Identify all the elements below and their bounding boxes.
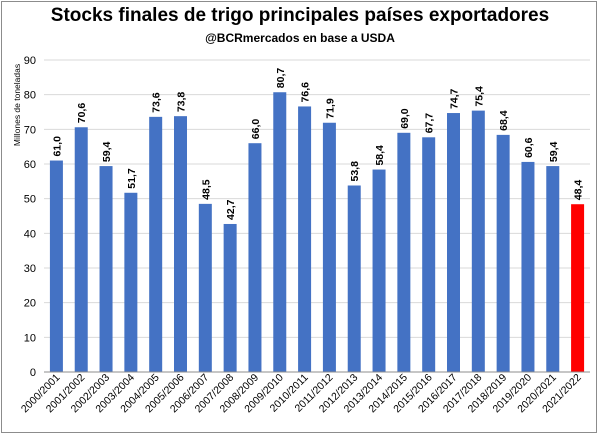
data-label: 68,4	[498, 110, 510, 131]
bar	[198, 203, 212, 372]
y-tick-label: 40	[24, 228, 36, 240]
data-label: 70,6	[76, 103, 88, 124]
data-label: 80,7	[275, 68, 287, 89]
data-label: 71,9	[324, 98, 336, 119]
data-label: 76,6	[300, 82, 312, 103]
bar	[322, 122, 336, 372]
y-tick-label: 0	[30, 367, 36, 379]
bar	[422, 137, 436, 372]
y-tick-label: 20	[24, 298, 36, 310]
data-label: 48,4	[573, 180, 585, 201]
data-label: 48,5	[200, 179, 212, 200]
data-label: 42,7	[225, 199, 237, 220]
data-label: 60,6	[523, 137, 535, 158]
bar	[124, 192, 138, 372]
x-axis: 2000/20012001/20022002/20032003/20042004…	[19, 371, 590, 415]
y-tick-label: 50	[24, 194, 36, 206]
data-label: 69,0	[399, 108, 411, 129]
data-label: 75,4	[473, 86, 485, 107]
data-label: 73,6	[151, 92, 163, 113]
y-tick-label: 30	[24, 263, 36, 275]
bar	[471, 110, 485, 372]
y-tick-label: 10	[24, 332, 36, 344]
bar	[99, 166, 113, 372]
bar	[496, 134, 510, 372]
data-label: 58,4	[374, 145, 386, 166]
data-label: 53,8	[349, 161, 361, 182]
data-label: 74,7	[449, 88, 461, 109]
data-label: 51,7	[126, 168, 138, 189]
bar	[397, 132, 411, 372]
bar	[546, 166, 560, 372]
data-label: 59,4	[548, 141, 560, 162]
bar	[521, 161, 535, 372]
bar	[248, 143, 262, 372]
y-tick-label: 70	[24, 124, 36, 136]
bar	[174, 116, 187, 372]
data-label: 59,4	[101, 141, 113, 162]
bar	[447, 113, 460, 372]
y-axis-label: Millones de toneladas	[12, 64, 22, 146]
data-label: 67,7	[424, 113, 436, 134]
bar	[372, 169, 386, 372]
bar	[347, 185, 361, 372]
y-tick-label: 90	[24, 55, 36, 67]
y-tick-label: 60	[24, 159, 36, 171]
bar	[149, 116, 163, 372]
bar	[298, 106, 312, 372]
y-axis: 0 10 20 30 40 50 60 70 80 90	[24, 55, 36, 379]
y-tick-label: 80	[24, 90, 36, 102]
bar	[223, 223, 237, 372]
chart-title: Stocks finales de trigo principales país…	[50, 5, 550, 26]
bar	[49, 160, 63, 372]
bar	[571, 204, 585, 372]
bar	[74, 127, 88, 373]
value-labels: 61,0 70,6 59,4 51,7 73,6 73,8 48,5 42,7 66,0 80,7…	[51, 68, 584, 220]
data-label: 61,0	[51, 136, 63, 157]
chart-subtitle: @BCRmercados en base a USDA	[205, 31, 395, 45]
data-label: 66,0	[250, 119, 262, 140]
bar	[273, 92, 287, 373]
data-label: 73,8	[176, 92, 188, 113]
bars	[49, 92, 585, 373]
